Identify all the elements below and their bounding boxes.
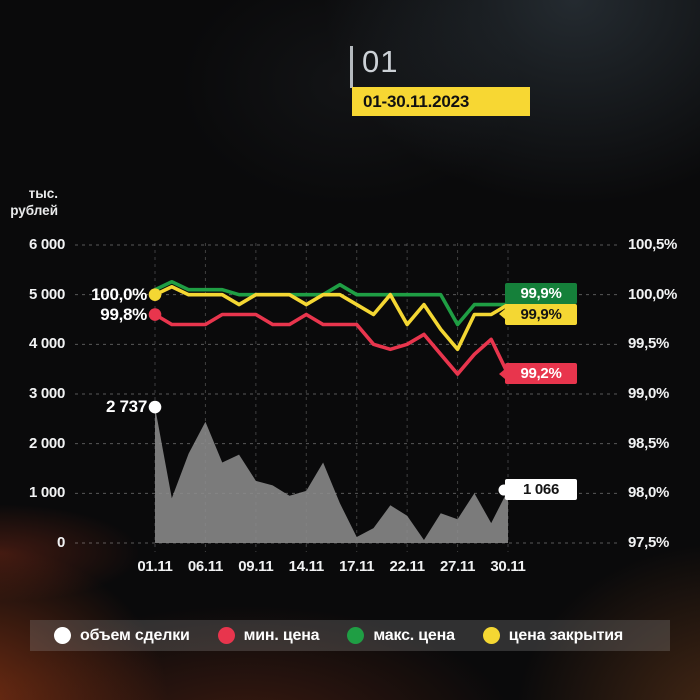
- x-axis-tick: 01.11: [137, 558, 173, 575]
- date-range-badge: 01-30.11.2023: [352, 87, 530, 116]
- series-end-value-badge: 99,9%: [499, 303, 577, 325]
- chart-legend: объем сделки мин. цена макс. цена цена закр…: [30, 620, 670, 651]
- x-axis-tick: 22.11: [389, 558, 426, 575]
- y-axis-unit-line2: рублей: [10, 203, 58, 218]
- page-title: 01: [362, 44, 399, 79]
- x-axis-tick: 06.11: [187, 558, 224, 575]
- x-axis-tick: 09.11: [238, 558, 274, 575]
- series-start-dot: [148, 308, 162, 321]
- x-axis-tick: 14.11: [288, 558, 325, 575]
- legend-item: объем сделки: [54, 627, 190, 645]
- volume-area: [155, 407, 508, 543]
- close-price-line: [153, 284, 510, 352]
- y-axis-tick-right: 100,0%: [628, 285, 678, 303]
- y-axis-tick-left: 2 000: [28, 434, 65, 452]
- y-axis-tick-right: 97,5%: [628, 534, 670, 551]
- series-start-dot: [148, 288, 162, 301]
- x-axis-tick: 27.11: [439, 558, 476, 575]
- y-axis-tick-right: 100,5%: [628, 236, 678, 253]
- y-axis-tick-left: 4 000: [28, 335, 65, 353]
- max-price-line: [153, 279, 510, 327]
- series-start-label: 100,0%: [91, 284, 147, 304]
- legend-label: макс. цена: [373, 626, 455, 644]
- legend-item: макс. цена: [347, 626, 455, 645]
- title-accent-bar: [350, 46, 353, 88]
- series-end-value-badge: 99,2%: [499, 363, 577, 385]
- legend-item: цена закрытия: [482, 626, 624, 645]
- y-axis-tick-left: 5 000: [28, 285, 65, 303]
- legend-item: мин. цена: [217, 626, 320, 645]
- x-axis-tick: 17.11: [339, 558, 375, 575]
- y-axis-unit-label: тыс. рублей: [10, 185, 58, 219]
- legend-label: мин. цена: [243, 626, 320, 644]
- y-axis-tick-left: 3 000: [28, 385, 65, 402]
- y-axis-tick-left: 6 000: [28, 236, 65, 253]
- y-axis-tick-left: 1 000: [28, 484, 65, 502]
- legend-color-dot: [482, 627, 500, 644]
- y-axis-tick-left: 0: [56, 534, 65, 551]
- legend-label: объем сделки: [80, 626, 190, 644]
- legend-color-dot: [217, 627, 235, 644]
- min-price-line: [153, 312, 510, 376]
- y-axis-unit-line1: тыс.: [28, 186, 58, 201]
- series-end-value-badge: 99,9%: [505, 282, 577, 304]
- legend-label: цена закрытия: [508, 626, 624, 644]
- series-start-label: 2 737: [105, 397, 147, 417]
- series-start-label: 99,8%: [100, 304, 147, 324]
- y-axis-tick-right: 99,0%: [628, 385, 670, 402]
- y-axis-tick-right: 98,0%: [628, 484, 670, 502]
- x-axis-tick: 30.11: [490, 558, 526, 575]
- legend-color-dot: [347, 627, 365, 644]
- y-axis-tick-right: 99,5%: [628, 335, 670, 353]
- y-axis-tick-right: 98,5%: [628, 434, 670, 452]
- series-start-dot: [148, 400, 162, 414]
- legend-color-dot: [54, 627, 71, 644]
- series-end-value-badge: 1 066: [505, 479, 577, 501]
